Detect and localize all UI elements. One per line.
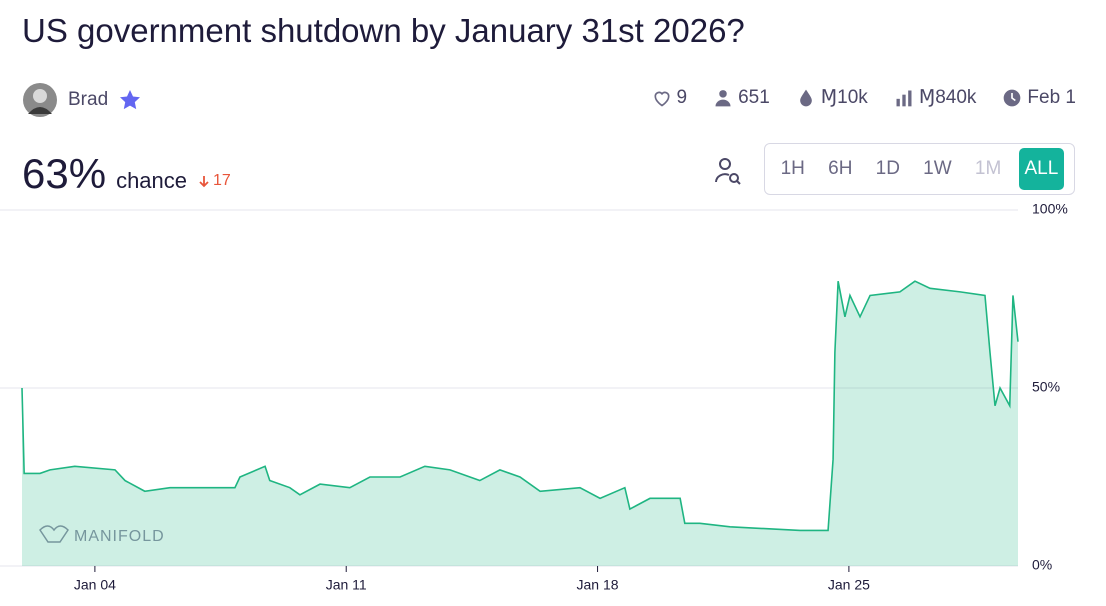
x-tick-label: Jan 25	[828, 577, 870, 593]
close-date-text: Feb 1	[1027, 86, 1076, 108]
watermark: MANIFOLD	[74, 528, 165, 545]
clock-icon	[1004, 89, 1021, 106]
x-tick-label: Jan 04	[74, 577, 116, 593]
volume: Ɱ840k	[894, 86, 977, 109]
y-tick-label: 50%	[1032, 379, 1060, 395]
line	[21, 280, 1019, 532]
likes[interactable]: 9	[652, 86, 688, 109]
star-icon	[120, 90, 141, 110]
time-button[interactable]: 1W	[923, 158, 952, 179]
avatar	[23, 83, 57, 117]
traders: 651	[713, 86, 770, 109]
author[interactable]: Brad	[22, 82, 142, 118]
liquidity-value: Ɱ10k	[820, 87, 868, 108]
person-icon	[715, 89, 731, 106]
probability-word: chance	[116, 168, 188, 193]
probability: 63% chance 17	[22, 150, 231, 198]
time-button[interactable]: ALL	[1018, 148, 1065, 190]
watermark-logo	[39, 525, 69, 543]
area-fill	[22, 281, 1018, 566]
market-title: US government shutdown by January 31st 2…	[22, 12, 745, 49]
heart-icon	[654, 91, 669, 106]
bars-icon	[896, 90, 912, 106]
traders-count: 651	[738, 86, 770, 108]
x-tick-label: Jan 11	[326, 577, 367, 593]
change-value: 17	[213, 172, 231, 189]
down-arrow	[199, 176, 209, 188]
time-button[interactable]: 6H	[828, 158, 853, 179]
time-button[interactable]: 1H	[780, 158, 805, 179]
volume-value: Ɱ840k	[918, 87, 977, 108]
drop-icon	[799, 89, 812, 106]
y-tick-label: 0%	[1032, 557, 1052, 573]
likes-count: 9	[676, 86, 688, 108]
stats: 9 651 Ɱ10k Ɱ840k Feb 1	[652, 86, 1076, 109]
author-name: Brad	[68, 89, 109, 110]
search-user-icon[interactable]	[712, 154, 746, 188]
probability-change: 17	[197, 172, 231, 190]
time-range-buttons: 1H 6H 1D 1W 1M ALL	[764, 143, 1075, 195]
chart: MANIFOLD 0% 50% 100% Jan 04 Jan 11 Jan 18 Jan …	[0, 201, 1068, 593]
probability-value: 63%	[22, 150, 107, 197]
x-tick-label: Jan 18	[577, 577, 619, 593]
time-button[interactable]: 1D	[875, 158, 900, 179]
time-button: 1M	[974, 158, 1002, 179]
close-date: Feb 1	[1002, 86, 1076, 109]
liquidity: Ɱ10k	[796, 86, 868, 109]
y-tick-label: 100%	[1032, 201, 1068, 217]
